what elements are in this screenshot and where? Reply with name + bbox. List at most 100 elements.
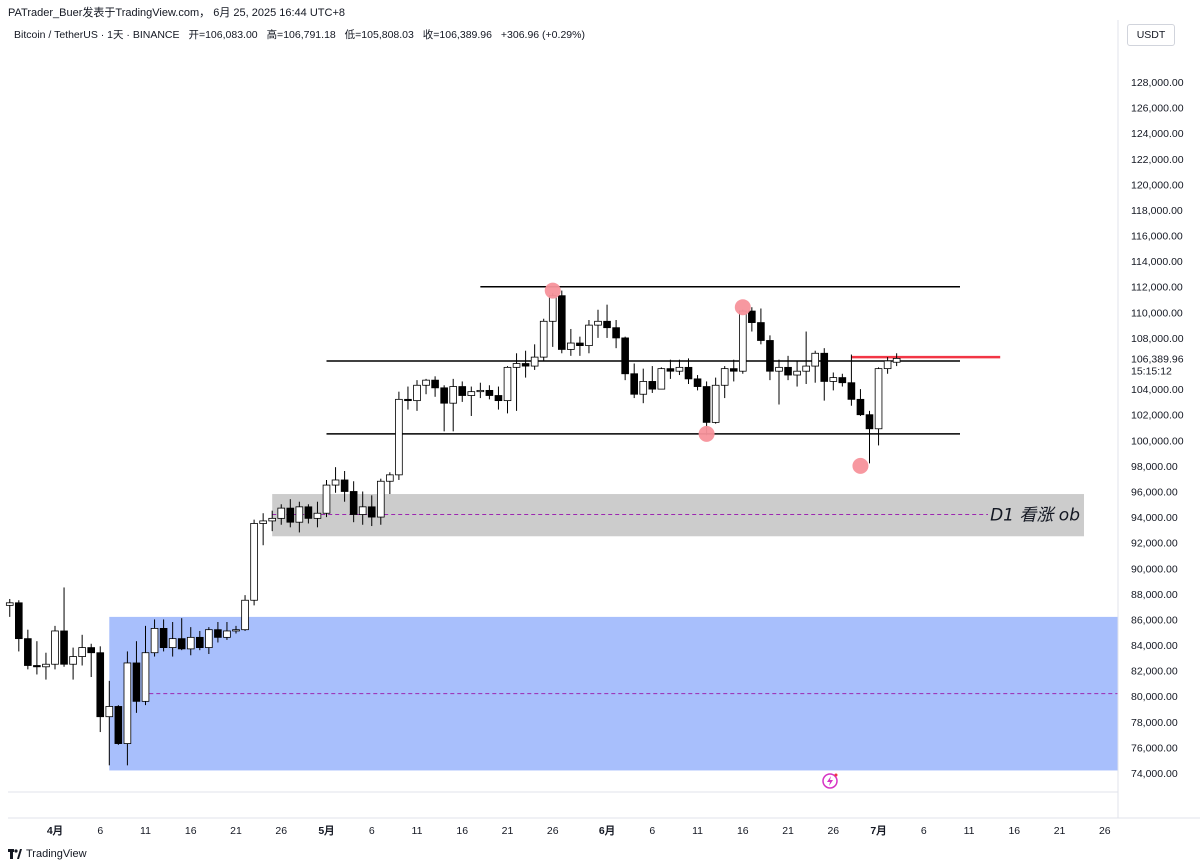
- bearish-candle-body: [195, 636, 204, 648]
- symbol-name[interactable]: Bitcoin / TetherUS · 1天 · BINANCE: [14, 29, 180, 41]
- bearish-candle-body: [458, 386, 467, 396]
- candle-66: [603, 304, 611, 338]
- bullish-candle-body: [775, 366, 783, 372]
- price-tick-label: 88,000.00: [1131, 589, 1178, 601]
- bullish-candle-body: [639, 381, 648, 395]
- bullish-candle-body: [892, 357, 901, 363]
- currency-selector[interactable]: USDT: [1127, 24, 1175, 46]
- candle-86: [784, 355, 792, 381]
- candle-71: [648, 366, 657, 393]
- last-price-box: [1121, 350, 1197, 377]
- bullish-candle-body: [530, 356, 539, 367]
- candle-19: [177, 618, 186, 651]
- candle-88: [802, 331, 810, 384]
- bearish-candle-body: [784, 366, 792, 376]
- bullish-candle-body: [150, 628, 159, 654]
- candle-93: [847, 354, 856, 406]
- candle-50: [458, 381, 467, 402]
- bearish-candle-body: [603, 320, 611, 329]
- candle-79: [720, 366, 729, 399]
- candle-55: [503, 366, 512, 414]
- bullish-candle-body: [512, 363, 521, 368]
- bearish-candle-body: [132, 662, 141, 702]
- bullish-candle-body: [739, 310, 747, 372]
- candle-72: [657, 367, 666, 390]
- time-tick-label: 6: [649, 825, 655, 837]
- bullish-candle-body: [295, 506, 304, 523]
- time-tick-label: 11: [964, 825, 975, 837]
- candle-95: [865, 410, 874, 464]
- time-tick-label: 16: [185, 825, 197, 837]
- bullish-candle-body: [711, 384, 720, 423]
- bullish-candle-body: [449, 386, 457, 404]
- bearish-candle-body: [648, 381, 657, 390]
- bullish-candle-body: [322, 484, 331, 514]
- candle-84: [766, 335, 774, 381]
- footer-brand[interactable]: TradingView: [8, 848, 87, 860]
- bullish-candle-body: [268, 517, 276, 522]
- bullish-candle-body: [250, 523, 258, 601]
- price-tick-label: 128,000.00: [1131, 77, 1184, 89]
- candle-49: [449, 378, 457, 432]
- price-axis[interactable]: 128,000.00 126,000.00 124,000.00 122,000.00…: [1121, 77, 1197, 780]
- bullish-candle-body: [78, 647, 86, 657]
- price-tick-label: 110,000.00: [1131, 307, 1183, 319]
- bearish-candle-body: [304, 506, 313, 519]
- bearish-candle-body: [693, 378, 702, 387]
- bearish-candle-body: [838, 377, 847, 384]
- ob-zone: [272, 494, 1084, 537]
- time-tick-label: 7月: [870, 825, 886, 837]
- candle-45: [413, 380, 421, 411]
- candle-18: [168, 622, 177, 657]
- time-tick-label: 21: [782, 825, 794, 837]
- time-axis[interactable]: 4月 6 11 16 21 26 5月 6 11 16 21 26 6月 6 11 16 21 26 7月 6 11 16…: [47, 825, 1111, 837]
- zones-layer: D1 看涨 ob: [109, 494, 1119, 771]
- bearish-candle-body: [159, 628, 168, 648]
- candle-67: [612, 320, 620, 349]
- candle-12: [114, 705, 123, 745]
- bullish-candle-body: [123, 662, 132, 744]
- last-price-label: 106,389.96: [1131, 354, 1184, 366]
- candle-54: [494, 386, 503, 410]
- price-tick-label: 112,000.00: [1131, 282, 1183, 294]
- candle-30: [277, 504, 286, 525]
- time-tick-label: 11: [692, 825, 703, 837]
- time-tick-label: 16: [456, 825, 468, 837]
- bullish-candle-body: [168, 638, 177, 648]
- bearish-candle-body: [666, 368, 675, 372]
- candle-98: [892, 353, 901, 367]
- time-tick-label: 5月: [318, 825, 334, 837]
- candle-27: [250, 519, 258, 606]
- candle-10: [96, 646, 105, 733]
- candle-58: [530, 344, 539, 370]
- time-tick-label: 16: [737, 825, 749, 837]
- bullish-candle-body: [232, 629, 240, 632]
- candle-28: [259, 513, 267, 546]
- candle-57: [521, 350, 530, 378]
- candle-56: [512, 353, 521, 411]
- ohlc-close: 收=106,389.96: [422, 29, 492, 41]
- bearish-candle-body: [865, 414, 874, 430]
- bearish-candle-body: [630, 373, 638, 395]
- price-tick-label: 92,000.00: [1131, 538, 1178, 550]
- bearish-candle-body: [494, 395, 503, 402]
- price-tick-label: 104,000.00: [1131, 384, 1184, 396]
- publish-info: PATrader_Buer发表于TradingView.com， 6月 25, …: [8, 7, 345, 19]
- candle-48: [440, 385, 448, 432]
- price-tick-label: 114,000.00: [1131, 256, 1183, 268]
- candle-75: [684, 358, 693, 384]
- bearish-candle-body: [114, 706, 123, 744]
- price-tick-label: 86,000.00: [1131, 614, 1178, 626]
- candle-87: [793, 360, 801, 387]
- price-tick-label: 118,000.00: [1131, 205, 1183, 217]
- bearish-candle-body: [96, 652, 105, 718]
- candle-34: [313, 501, 322, 528]
- candle-65: [594, 309, 602, 338]
- alert-icon[interactable]: [822, 773, 838, 789]
- time-tick-label: 21: [502, 825, 514, 837]
- annotation-lines-layer: [326, 285, 1001, 435]
- candle-13: [123, 651, 132, 766]
- candle-61: [558, 290, 566, 354]
- time-tick-label: 6: [921, 825, 927, 837]
